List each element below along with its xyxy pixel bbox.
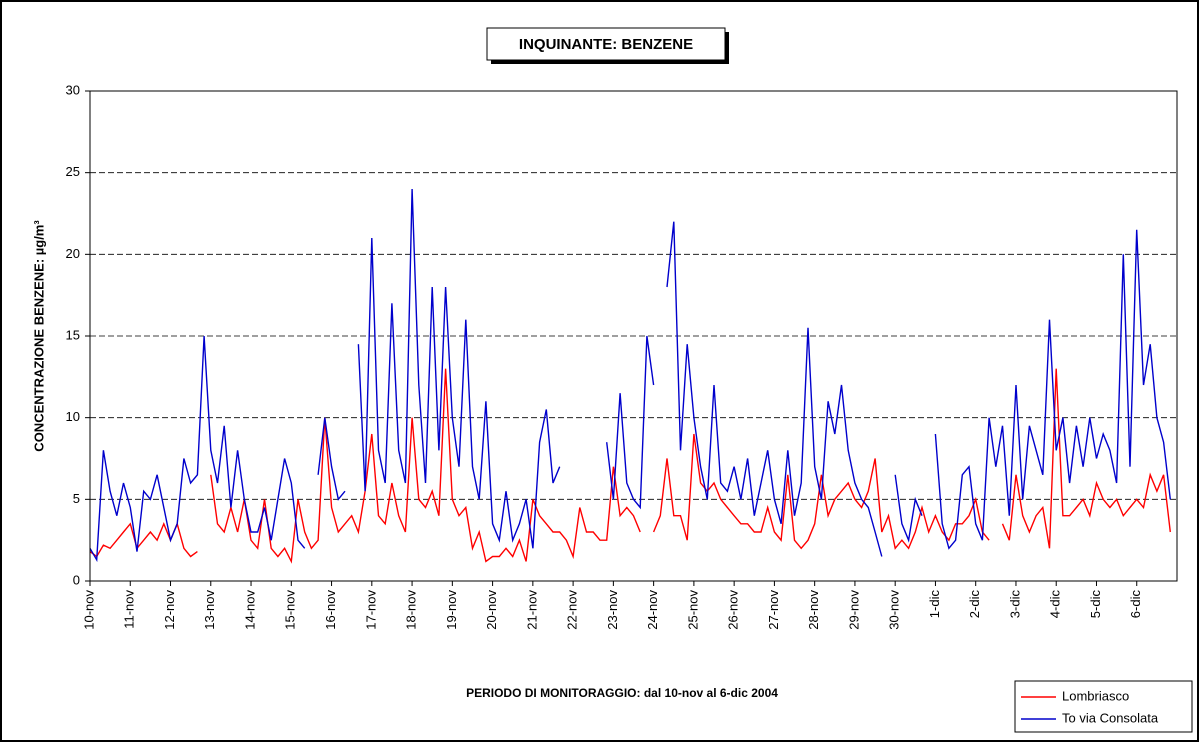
y-tick-label: 0 — [73, 572, 80, 587]
legend-items: Lombriasco To via Consolata — [1021, 688, 1159, 725]
legend-label: Lombriasco — [1062, 688, 1129, 703]
series-line — [89, 368, 1171, 564]
x-tick-label: 23-nov — [605, 590, 620, 630]
y-tick-label: 30 — [66, 82, 80, 97]
x-tick-label: 13-nov — [202, 590, 217, 630]
x-tick-label: 30-nov — [887, 590, 902, 630]
x-tick-label: 5-dic — [1088, 590, 1103, 619]
legend-label: To via Consolata — [1062, 710, 1159, 725]
x-tick-label: 16-nov — [323, 590, 338, 630]
x-tick-label: 28-nov — [806, 590, 821, 630]
x-tick-label: 2-dic — [967, 590, 982, 619]
lines — [89, 188, 1171, 564]
x-tick-label: 3-dic — [1007, 590, 1022, 619]
x-tick-label: 24-nov — [645, 590, 660, 630]
chart-title: INQUINANTE: BENZENE — [519, 36, 693, 53]
x-tick-label: 12-nov — [162, 590, 177, 630]
axes: 0 5 10 15 20 25 30 10-nov 11-nov 12-nov 13-nov 14-n… — [66, 82, 1144, 629]
x-axis-title: PERIODO DI MONITORAGGIO: dal 10-nov al 6… — [466, 686, 778, 700]
series-line — [89, 188, 1171, 563]
x-tick-label: 6-dic — [1128, 590, 1143, 619]
title-box — [486, 27, 726, 61]
y-tick-label: 10 — [66, 409, 80, 424]
y-tick-label: 5 — [73, 491, 80, 506]
x-tick-label: 29-nov — [846, 590, 861, 630]
x-tick-label: 25-nov — [685, 590, 700, 630]
x-tick-label: 19-nov — [444, 590, 459, 630]
x-tick-label: 18-nov — [404, 590, 419, 630]
x-tick-label: 14-nov — [242, 590, 257, 630]
y-axis-title: CONCENTRAZIONE BENZENE: µg/m³ — [31, 220, 46, 452]
x-tick-label: 26-nov — [726, 590, 741, 630]
y-tick-label: 25 — [66, 164, 80, 179]
x-tick-label: 22-nov — [565, 590, 580, 630]
x-tick-label: 4-dic — [1048, 590, 1063, 619]
x-tick-label: 20-nov — [484, 590, 499, 630]
x-tick-label: 11-nov — [122, 590, 137, 629]
x-tick-label: 27-nov — [766, 590, 781, 630]
x-tick-label: 21-nov — [524, 590, 539, 630]
x-tick-label: 10-nov — [81, 590, 96, 630]
x-tick-label: 1-dic — [927, 590, 942, 619]
legend — [1014, 680, 1193, 733]
y-tick-label: 20 — [66, 246, 80, 261]
x-tick-label: 15-nov — [283, 590, 298, 630]
y-tick-label: 15 — [66, 327, 80, 342]
x-tick-label: 17-nov — [363, 590, 378, 630]
grid — [90, 172, 1177, 500]
